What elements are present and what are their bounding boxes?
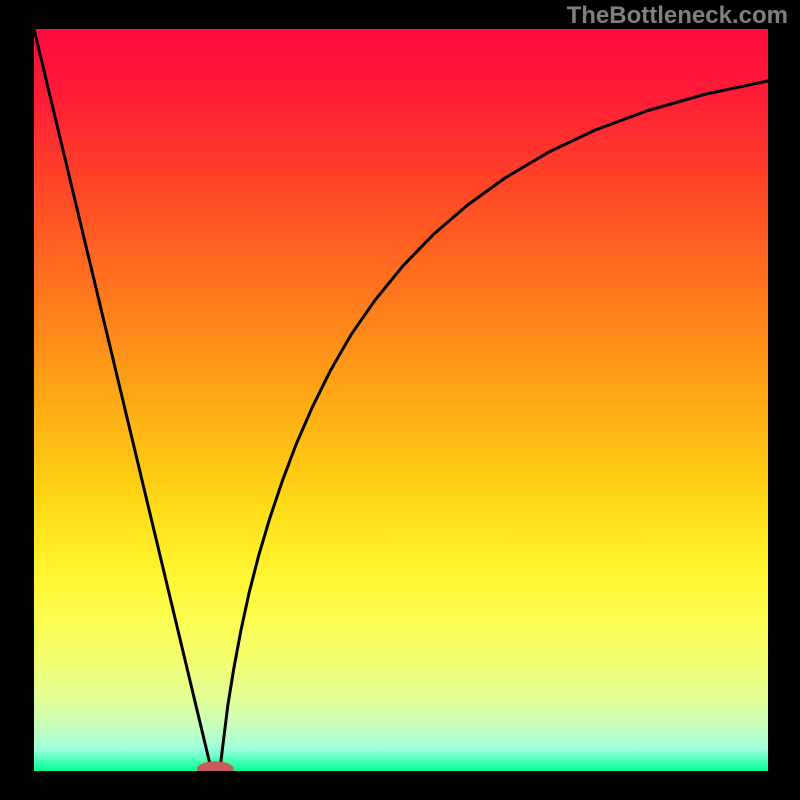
gradient-background <box>34 29 768 771</box>
chart-container: TheBottleneck.com <box>0 0 800 800</box>
plot-area <box>34 29 768 771</box>
watermark-text: TheBottleneck.com <box>567 2 788 30</box>
chart-svg <box>34 29 768 771</box>
